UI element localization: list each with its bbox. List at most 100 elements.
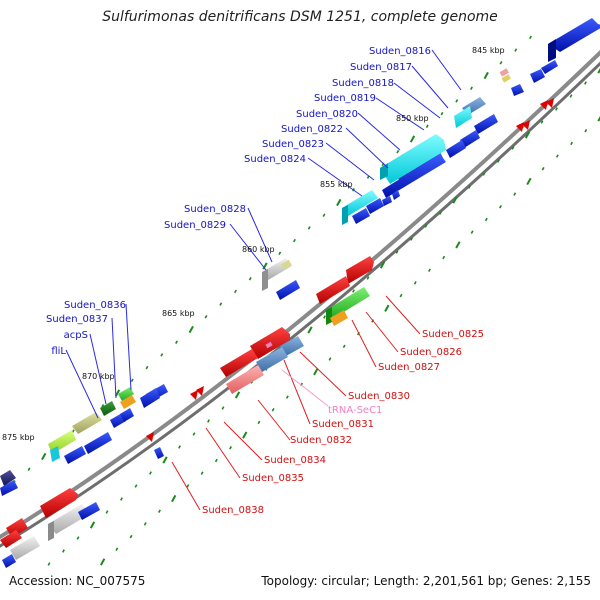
label-suden-0818: Suden_0818	[332, 78, 394, 89]
tick-mark	[597, 115, 600, 122]
gene-red-bottom-left[interactable]	[0, 488, 100, 568]
tick-mark	[410, 237, 413, 241]
gene-blue-long[interactable]	[352, 154, 446, 224]
tick-mark	[234, 289, 237, 294]
tick-mark	[413, 281, 417, 285]
gene-small-blue-855[interactable]	[382, 190, 400, 206]
gene-olive-870[interactable]	[72, 412, 102, 434]
label-trna-sec1: tRNA-SeC1	[328, 405, 382, 416]
gene-small-pinks[interactable]	[499, 68, 511, 83]
gene-suden-0823[interactable]	[460, 130, 480, 148]
label-suden-0820: Suden_0820	[296, 109, 358, 120]
label-suden-0838: Suden_0838	[202, 505, 264, 516]
tick-mark	[134, 484, 138, 488]
position-label-865: 865 kbp	[162, 309, 195, 318]
label-suden-0834: Suden_0834	[264, 455, 326, 466]
tick-mark	[455, 241, 461, 249]
tick-mark	[541, 166, 545, 171]
gene-trna-sec1[interactable]	[265, 341, 273, 349]
gene-suden-0836[interactable]	[140, 384, 168, 408]
gene-suden-0827[interactable]	[330, 310, 348, 326]
label-suden-0837: Suden_0837	[46, 314, 108, 325]
leader-lines	[65, 49, 462, 511]
label-suden-0829: Suden_0829	[164, 220, 226, 231]
tick-mark	[214, 458, 218, 463]
tick-mark	[257, 420, 261, 425]
gene-lime-870[interactable]	[48, 430, 76, 462]
tick-mark	[200, 471, 204, 475]
tick-mark	[470, 86, 473, 90]
tick-mark	[105, 510, 109, 514]
label-suden-0831: Suden_0831	[312, 419, 374, 430]
label-suden-0826: Suden_0826	[400, 347, 462, 358]
tick-mark	[278, 251, 282, 256]
gene-acps[interactable]	[100, 401, 116, 416]
tick-mark	[160, 353, 164, 357]
tick-mark	[497, 159, 500, 163]
tick-mark	[342, 344, 346, 349]
tick-mark	[455, 99, 459, 103]
tick-mark	[242, 431, 248, 439]
gene-suden-0825[interactable]	[316, 256, 374, 304]
tick-mark	[322, 213, 326, 217]
label-suden-0825: Suden_0825	[422, 329, 484, 340]
gene-suden-0837[interactable]	[118, 387, 136, 409]
tick-mark	[597, 67, 600, 74]
tick-mark	[470, 230, 474, 234]
gene-suden-0828[interactable]	[262, 258, 292, 291]
tick-mark	[115, 547, 119, 552]
position-label-870: 870 kbp	[82, 372, 115, 381]
gene-blue-870[interactable]	[64, 432, 112, 464]
tick-mark	[529, 35, 532, 40]
label-suden-0828: Suden_0828	[184, 204, 246, 215]
gene-suden-0834[interactable]	[190, 386, 204, 400]
gene-suden-0816[interactable]	[548, 18, 600, 62]
gene-suden-0831[interactable]	[280, 336, 304, 356]
position-label-875: 875 kbp	[2, 433, 35, 442]
gene-suden-0817[interactable]	[541, 60, 558, 74]
tick-mark	[395, 250, 399, 254]
tick-mark	[47, 562, 51, 566]
gene-cyan-large[interactable]	[380, 134, 446, 184]
gene-flil[interactable]	[110, 408, 134, 428]
tick-mark	[524, 131, 531, 139]
tick-mark	[120, 497, 123, 501]
tick-mark	[192, 432, 196, 436]
position-label-860: 860 kbp	[242, 245, 275, 254]
accession-text: Accession: NC_007575	[9, 574, 146, 588]
gene-suden-0822[interactable]	[474, 114, 498, 134]
tick-mark	[62, 549, 65, 553]
gene-suden-0820[interactable]	[454, 97, 486, 128]
gene-blue-875[interactable]	[0, 470, 18, 496]
gene-suden-0818[interactable]	[530, 69, 545, 83]
tick-mark	[248, 276, 252, 281]
gene-suden-0826[interactable]	[326, 287, 370, 325]
tick-mark	[89, 521, 96, 529]
gene-suden-0819[interactable]	[511, 84, 524, 96]
tick-mark	[149, 471, 152, 475]
tick-mark	[186, 484, 190, 488]
tick-mark	[307, 326, 313, 334]
tick-mark	[483, 71, 489, 80]
gene-red-small-top[interactable]	[516, 98, 554, 132]
tick-mark	[442, 255, 446, 260]
tick-mark	[262, 262, 268, 270]
gene-suden-0832[interactable]	[226, 347, 288, 394]
label-suden-0835: Suden_0835	[242, 473, 304, 484]
label-suden-0830: Suden_0830	[348, 391, 410, 402]
tick-mark	[439, 211, 442, 215]
tick-mark	[178, 445, 181, 449]
gene-suden-0835[interactable]	[146, 432, 154, 442]
gene-cyan-855[interactable]	[342, 190, 378, 225]
label-suden-0817: Suden_0817	[350, 62, 412, 73]
tick-mark	[143, 522, 147, 526]
label-suden-0827: Suden_0827	[378, 362, 440, 373]
tick-mark	[514, 48, 518, 52]
gene-suden-0838[interactable]	[154, 447, 164, 459]
tick-mark	[271, 407, 275, 412]
tick-mark	[219, 302, 223, 306]
position-label-855: 855 kbp	[320, 180, 353, 189]
gene-suden-0829[interactable]	[276, 280, 300, 300]
tick-mark	[468, 185, 471, 189]
tick-mark	[323, 315, 326, 319]
